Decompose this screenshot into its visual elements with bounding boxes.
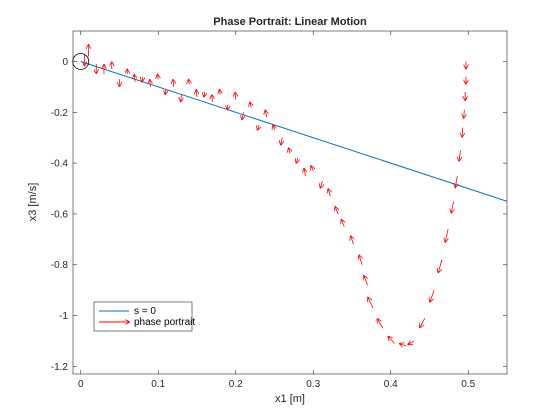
phase-portrait-arrow — [189, 80, 190, 85]
phase-portrait-arrow — [359, 256, 362, 265]
phase-portrait-arrow — [464, 109, 465, 118]
phase-portrait-arrow — [150, 80, 151, 87]
phase-portrait-arrow — [377, 319, 384, 329]
phase-portrait-arrow — [273, 126, 274, 131]
sliding-surface-line — [80, 61, 507, 202]
y-tick-label: -0.8 — [51, 260, 69, 271]
phase-portrait-arrow — [220, 90, 221, 95]
phase-portrait-arrow — [134, 75, 135, 82]
phase-portrait-arrow — [181, 94, 182, 102]
phase-portrait-arrow — [388, 337, 395, 344]
x-tick-label: 0.2 — [229, 379, 243, 390]
phase-portrait-arrow — [196, 90, 197, 98]
phase-portrait-arrow — [258, 124, 259, 130]
legend-label-s-zero: s = 0 — [134, 306, 156, 317]
y-tick-label: -1.2 — [51, 362, 69, 373]
plot-frame — [72, 30, 508, 375]
phase-portrait-arrow — [351, 236, 354, 245]
phase-portrait-arrow — [204, 91, 205, 97]
phase-portrait-arrow — [408, 341, 415, 344]
phase-portrait-arrow — [227, 104, 228, 110]
phase-portrait-arrow — [451, 201, 453, 212]
x-tick-label: 0.3 — [306, 379, 320, 390]
phase-portrait-arrow — [165, 89, 166, 94]
phase-portrait-arrow — [281, 137, 282, 145]
phase-portrait-arrow — [142, 76, 143, 82]
phase-portrait-arrow — [304, 169, 305, 176]
phase-portrait-arrow — [311, 166, 313, 171]
phase-portrait-arrow — [242, 112, 243, 119]
phase-portrait-arrow — [430, 290, 435, 301]
x-tick-label: 0.1 — [151, 379, 165, 390]
phase-portrait-arrow — [158, 75, 159, 80]
phase-portrait-arrow — [265, 111, 266, 118]
y-tick-label: -0.4 — [51, 159, 69, 170]
y-axis-label: x3 [m/s] — [27, 183, 39, 222]
phase-portrait-arrow — [296, 157, 297, 163]
phase-portrait-arrow — [335, 207, 338, 215]
phase-portrait-arrow — [173, 80, 174, 87]
phase-portrait-arrow — [212, 95, 213, 103]
y-axis: -1.2 -1 -0.8 -0.6 -0.4 -0.2 0 — [51, 57, 507, 373]
legend-box — [93, 301, 193, 332]
phase-portrait-arrow — [364, 276, 368, 286]
y-tick-label: 0 — [62, 57, 68, 68]
x-tick-label: 0.5 — [461, 379, 475, 390]
phase-portrait-arrow — [235, 93, 236, 100]
phase-portrait-arrow — [289, 148, 290, 154]
y-tick-label: -0.2 — [51, 108, 69, 119]
phase-portrait-arrow — [400, 344, 407, 346]
phase-portrait-arrow — [320, 180, 322, 188]
x-axis-label: x1 [m] — [275, 393, 305, 405]
phase-portrait-arrow — [462, 127, 463, 137]
y-tick-label: -1 — [59, 311, 68, 322]
phase-portrait-arrow — [438, 259, 443, 273]
phase-portrait-arrow — [459, 150, 460, 160]
phase-portrait-arrow — [455, 175, 457, 187]
legend: s = 0 phase portrait — [93, 301, 195, 332]
series-layer — [80, 45, 507, 346]
x-tick-label: 0.4 — [384, 379, 398, 390]
phase-portrait-arrow — [445, 229, 448, 242]
phase-portrait-arrow — [328, 189, 330, 197]
chart-title: Phase Portrait: Linear Motion — [213, 16, 367, 28]
x-tick-label: 0 — [78, 379, 84, 390]
phase-portrait-arrow — [250, 103, 251, 108]
legend-label-phase-portrait: phase portrait — [134, 317, 195, 328]
x-axis: 0 0.1 0.2 0.3 0.4 0.5 — [78, 31, 476, 390]
phase-portrait-arrow — [368, 298, 374, 309]
phase-portrait-arrow — [420, 317, 426, 327]
y-tick-label: -0.6 — [51, 209, 69, 220]
phase-portrait-arrow — [341, 220, 344, 227]
